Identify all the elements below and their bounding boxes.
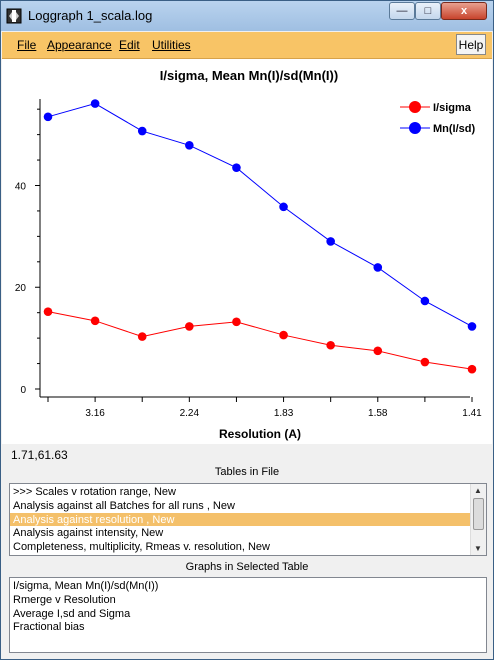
title-bar[interactable]: Loggraph 1_scala.log — □ x xyxy=(1,1,493,31)
graph-list-item[interactable]: Rmerge v Resolution xyxy=(13,593,116,606)
legend-label: I/sigma xyxy=(433,102,472,114)
x-axis-label: Resolution (A) xyxy=(219,427,301,441)
graph-list-item[interactable]: I/sigma, Mean Mn(I)/sd(Mn(I)) xyxy=(13,580,159,592)
scrollbar-thumb[interactable] xyxy=(473,498,484,530)
close-button[interactable]: x xyxy=(441,2,487,20)
graphs-list[interactable]: I/sigma, Mean Mn(I)/sd(Mn(I)) Rmerge v Re… xyxy=(9,577,487,653)
chart-legend: I/sigma Mn(I/sd) xyxy=(400,101,475,135)
tables-scrollbar[interactable]: ▲ ▼ xyxy=(470,484,486,555)
table-list-item[interactable]: Analysis against intensity, New xyxy=(13,527,164,540)
y-tick-label: 40 xyxy=(15,181,27,192)
menu-bar: File Appearance Edit Utilities Help xyxy=(2,32,492,59)
x-tick-label: 1.41 xyxy=(462,408,482,419)
data-point[interactable] xyxy=(185,140,194,150)
data-point[interactable] xyxy=(326,340,335,350)
plot-area[interactable]: I/sigma, Mean Mn(I)/sd(Mn(I)) Resolution… xyxy=(2,59,492,444)
minimize-icon: — xyxy=(396,5,408,17)
table-list-item[interactable]: >>> Scales v rotation range, New xyxy=(13,486,176,498)
chart-title: I/sigma, Mean Mn(I)/sd(Mn(I)) xyxy=(160,68,338,83)
tables-list[interactable]: >>> Scales v rotation range, New Analysis… xyxy=(9,483,487,556)
menu-file[interactable]: File xyxy=(17,38,37,52)
maximize-icon: □ xyxy=(424,5,432,17)
data-point[interactable] xyxy=(373,346,383,356)
menu-utilities[interactable]: Utilities xyxy=(152,38,191,52)
scroll-up-icon[interactable]: ▲ xyxy=(474,486,482,495)
x-tick-label: 1.58 xyxy=(368,408,388,419)
graphs-heading: Graphs in Selected Table xyxy=(185,561,309,573)
data-point[interactable] xyxy=(232,317,241,327)
data-point[interactable] xyxy=(90,316,100,326)
minimize-button[interactable]: — xyxy=(389,2,415,20)
loggraph-app-icon xyxy=(6,8,22,24)
data-point[interactable] xyxy=(467,364,477,374)
data-point[interactable] xyxy=(467,322,477,331)
window-title: Loggraph 1_scala.log xyxy=(28,8,153,23)
series-line xyxy=(47,311,473,370)
y-tick-label: 20 xyxy=(15,283,27,294)
table-list-item[interactable]: Analysis against all Batches for all run… xyxy=(13,499,235,512)
graph-list-item[interactable]: Fractional bias xyxy=(13,621,85,634)
data-point[interactable] xyxy=(279,330,288,340)
series-line xyxy=(47,103,473,327)
chart-series xyxy=(43,99,477,374)
data-point[interactable] xyxy=(185,322,194,331)
graph-list-item[interactable]: Average I,sd and Sigma xyxy=(13,607,131,620)
menu-edit[interactable]: Edit xyxy=(119,38,140,52)
data-point[interactable] xyxy=(420,357,430,367)
data-point[interactable] xyxy=(373,263,383,272)
data-point[interactable] xyxy=(43,307,53,316)
menu-appearance[interactable]: Appearance xyxy=(47,38,112,52)
data-point[interactable] xyxy=(279,202,288,212)
data-point[interactable] xyxy=(420,296,430,306)
legend-marker xyxy=(409,101,421,113)
resolution-chart[interactable]: I/sigma, Mean Mn(I)/sd(Mn(I)) Resolution… xyxy=(2,59,492,444)
y-tick-label: 0 xyxy=(20,385,26,396)
cursor-coordinates: 1.71,61.63 xyxy=(11,448,68,462)
data-point[interactable] xyxy=(43,112,53,122)
data-point[interactable] xyxy=(137,126,147,136)
legend-marker xyxy=(409,122,421,134)
x-tick-label: 1.83 xyxy=(274,408,294,419)
x-tick-label: 2.24 xyxy=(180,408,200,419)
data-point[interactable] xyxy=(137,332,147,341)
data-point[interactable] xyxy=(232,163,241,172)
table-list-item[interactable]: Analysis against resolution , New xyxy=(10,512,486,527)
maximize-button[interactable]: □ xyxy=(415,2,441,20)
help-button[interactable]: Help xyxy=(456,34,486,55)
x-tick-label: 3.16 xyxy=(85,408,105,419)
data-point[interactable] xyxy=(326,237,335,246)
data-point[interactable] xyxy=(90,99,100,108)
tables-heading: Tables in File xyxy=(214,466,280,478)
scroll-down-icon[interactable]: ▼ xyxy=(474,544,482,553)
legend-label: Mn(I/sd) xyxy=(433,123,475,135)
table-list-item[interactable]: Completeness, multiplicity, Rmeas v. res… xyxy=(13,541,270,554)
close-icon: x xyxy=(460,5,468,17)
axis-ticks: 3.16 2.24 1.83 1.58 1.41 0 20 40 xyxy=(15,108,482,419)
